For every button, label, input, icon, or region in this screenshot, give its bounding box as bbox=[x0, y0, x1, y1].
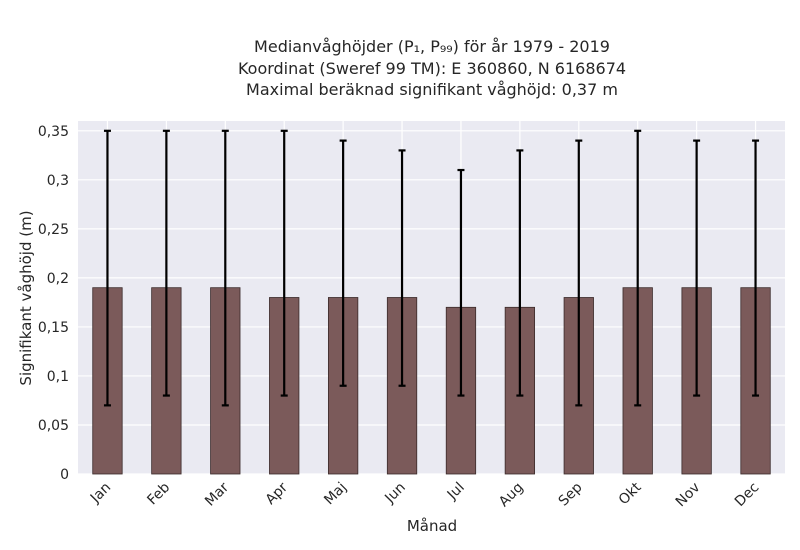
title-line-1: Medianvåghöjder (P₁, P₉₉) för år 1979 - … bbox=[254, 37, 610, 56]
x-tick-label: Dec bbox=[732, 480, 762, 510]
title-line-2: Koordinat (Sweref 99 TM): E 360860, N 61… bbox=[238, 59, 626, 78]
error-bar-jun bbox=[398, 149, 406, 387]
error-bar-jul bbox=[457, 168, 465, 397]
title-line-3: Maximal beräknad signifikant våghöjd: 0,… bbox=[246, 80, 618, 99]
error-bar-aug bbox=[516, 149, 524, 397]
y-tick-label: 0,3 bbox=[47, 173, 69, 189]
error-bar-jan bbox=[103, 129, 111, 407]
error-bar-sep bbox=[575, 139, 583, 407]
x-tick-label: Sep bbox=[556, 479, 586, 509]
x-tick-label: Okt bbox=[616, 479, 645, 508]
x-tick-label: Maj bbox=[321, 480, 350, 509]
y-axis-label: Signifikant våghöjd (m) bbox=[17, 210, 35, 385]
y-tick-label: 0,1 bbox=[47, 369, 69, 385]
x-axis-label: Månad bbox=[407, 517, 457, 535]
x-tick-label: Jul bbox=[444, 480, 468, 504]
x-tick-label: Jan bbox=[87, 480, 114, 507]
x-tick-label: Jun bbox=[381, 480, 408, 507]
y-tick-label: 0,25 bbox=[38, 222, 69, 238]
error-bar-apr bbox=[280, 129, 288, 397]
error-bar-maj bbox=[339, 139, 347, 387]
error-bar-nov bbox=[693, 139, 701, 397]
y-tick-labels: 0 0,05 0,1 0,15 0,2 0,25 0,3 0,35 bbox=[38, 124, 69, 483]
y-tick-label: 0,15 bbox=[38, 320, 69, 336]
x-tick-label: Feb bbox=[144, 479, 173, 508]
error-bars bbox=[103, 129, 760, 407]
y-tick-label: 0 bbox=[60, 467, 69, 483]
error-bar-feb bbox=[162, 129, 170, 397]
x-tick-label: Mar bbox=[202, 479, 232, 509]
plot-area bbox=[78, 121, 785, 474]
x-tick-label: Aug bbox=[496, 480, 527, 511]
error-bar-dec bbox=[752, 139, 760, 397]
x-tick-label: Apr bbox=[263, 479, 292, 508]
y-tick-label: 0,35 bbox=[38, 124, 69, 140]
chart-title: Medianvåghöjder (P₁, P₉₉) för år 1979 - … bbox=[238, 37, 626, 99]
y-tick-label: 0,2 bbox=[47, 271, 69, 287]
error-bar-okt bbox=[634, 129, 642, 407]
x-tick-label: Nov bbox=[673, 480, 704, 511]
x-tick-labels: Jan Feb Mar Apr Maj Jun Jul Aug Sep Okt Nov Dec bbox=[87, 479, 762, 510]
y-tick-label: 0,05 bbox=[38, 418, 69, 434]
error-bar-mar bbox=[221, 129, 229, 407]
